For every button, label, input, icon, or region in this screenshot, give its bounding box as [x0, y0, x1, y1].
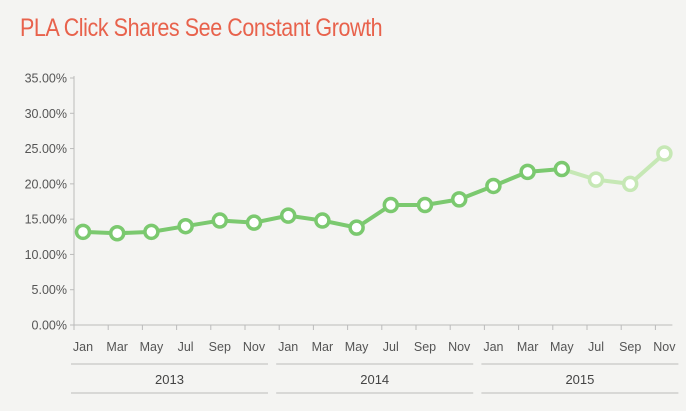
y-tick-label: 10.00%	[25, 248, 67, 262]
x-tick-label: Sep	[619, 340, 641, 354]
data-point	[519, 163, 536, 181]
x-tick-label: Jan	[278, 340, 298, 354]
y-tick-label: 15.00%	[25, 213, 67, 227]
data-point	[450, 191, 468, 208]
y-tick-label: 35.00%	[25, 72, 67, 86]
data-point	[314, 212, 331, 229]
y-tick-label: 5.00%	[32, 283, 67, 297]
y-tick-label: 30.00%	[25, 107, 67, 121]
y-tick-label: 25.00%	[25, 142, 67, 156]
data-point	[177, 217, 194, 235]
x-tick-label: Nov	[243, 340, 266, 354]
data-point	[416, 196, 434, 214]
x-tick-label: Jan	[73, 340, 93, 354]
year-group-label: 2015	[565, 372, 594, 387]
x-tick-label: Sep	[414, 340, 436, 354]
data-point	[656, 145, 673, 162]
x-tick-label: Mar	[517, 340, 539, 354]
x-tick-label: Nov	[653, 340, 676, 354]
data-point	[621, 175, 639, 193]
x-tick-label: Mar	[106, 340, 128, 354]
data-point	[587, 171, 605, 188]
data-point	[348, 219, 365, 236]
data-point	[108, 225, 126, 242]
data-point	[279, 207, 297, 224]
year-group-label: 2014	[360, 372, 389, 387]
x-tick-label: Nov	[448, 340, 471, 354]
x-tick-label: Sep	[209, 340, 231, 354]
x-tick-label: Jul	[588, 340, 604, 354]
data-point	[211, 212, 229, 229]
chart-title: PLA Click Shares See Constant Growth	[20, 14, 383, 42]
y-tick-label: 20.00%	[25, 177, 67, 191]
year-group-label: 2013	[155, 372, 184, 387]
data-point	[485, 177, 502, 195]
data-point	[553, 160, 571, 178]
data-point	[143, 223, 160, 241]
data-point	[382, 196, 400, 214]
x-tick-label: Mar	[312, 340, 334, 354]
x-tick-label: Jul	[178, 340, 194, 354]
x-tick-label: May	[140, 340, 164, 354]
x-tick-label: May	[345, 340, 369, 354]
x-tick-label: Jul	[383, 340, 399, 354]
data-point	[74, 223, 92, 241]
x-tick-label: May	[550, 340, 574, 354]
x-tick-label: Jan	[483, 340, 503, 354]
y-tick-label: 0.00%	[32, 319, 67, 333]
series-line-projected	[561, 152, 666, 186]
data-point	[245, 214, 263, 231]
